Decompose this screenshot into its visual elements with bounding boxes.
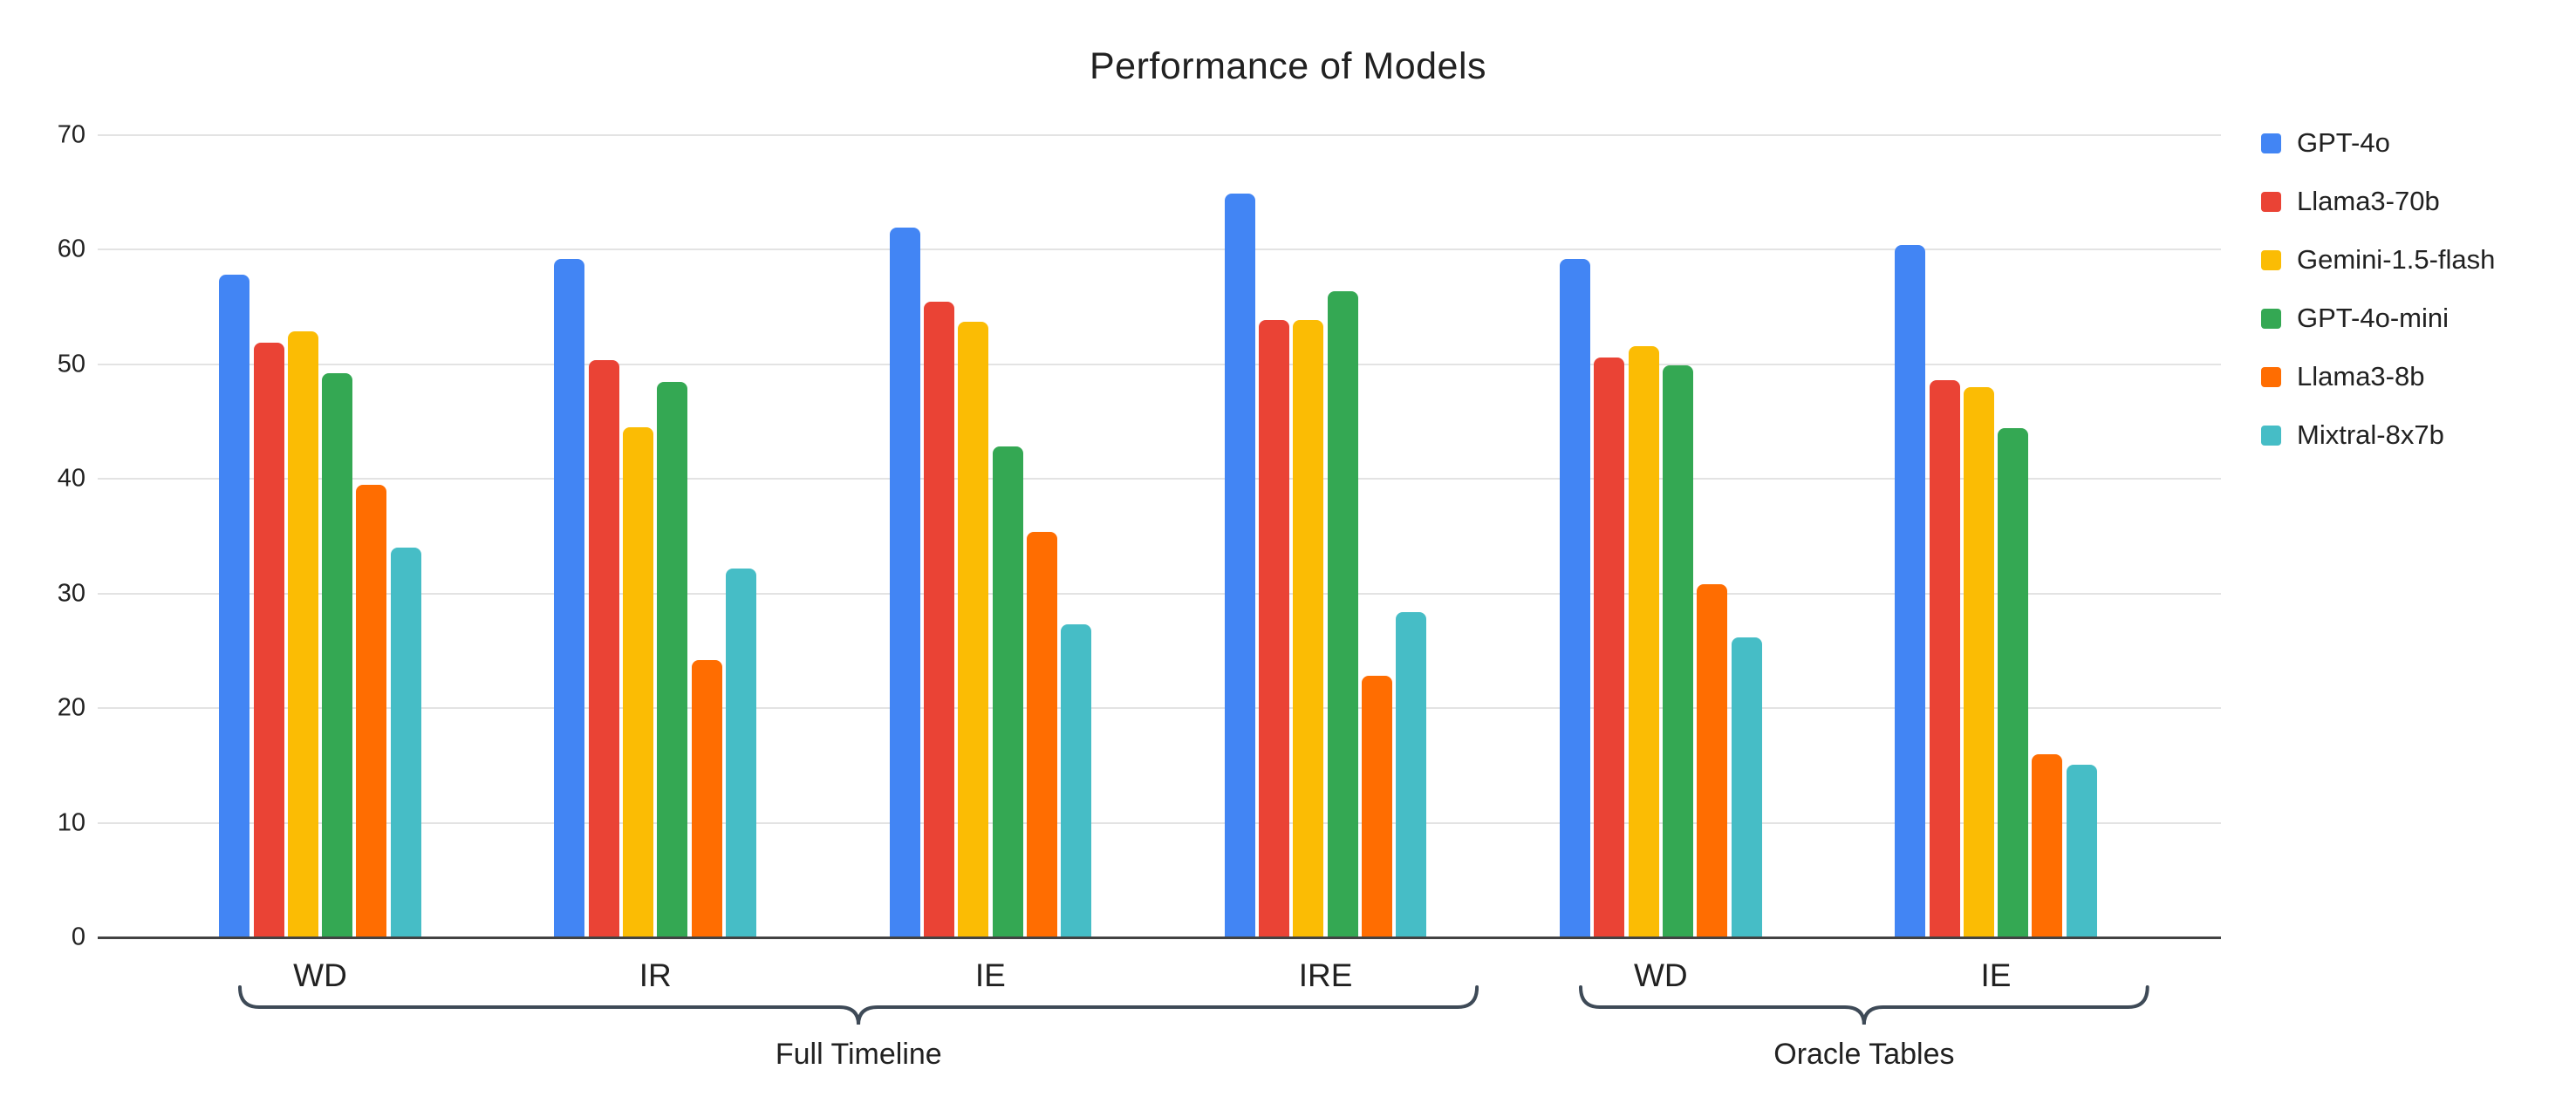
x-category-label: IE	[974, 957, 1006, 993]
x-category-label: IR	[639, 957, 672, 993]
bar-Llama3-8b-IE-2	[1026, 531, 1057, 937]
bar-Llama3-70b-WD-0	[253, 342, 284, 937]
bar-Mixtral-8x7b-IE-5	[2066, 764, 2097, 937]
gridline	[98, 592, 2221, 595]
bar-GPT-4o-mini-IRE-3	[1327, 290, 1358, 937]
bar-Mixtral-8x7b-IRE-3	[1396, 611, 1427, 937]
gridline	[98, 134, 2221, 136]
bar-Gemini-1.5-flash-IRE-3	[1293, 319, 1324, 937]
y-axis-tick-label: 10	[57, 808, 85, 837]
bar-Mixtral-8x7b-WD-0	[390, 548, 421, 937]
bar-Gemini-1.5-flash-IR-1	[623, 427, 654, 937]
legend-item-Llama3-70b: Llama3-70b	[2261, 186, 2495, 217]
legend-swatch-icon	[2261, 249, 2281, 270]
bar-Llama3-8b-WD-0	[356, 484, 387, 937]
bar-Gemini-1.5-flash-WD-0	[287, 330, 318, 937]
x-category-label: IRE	[1298, 957, 1353, 993]
legend-swatch-icon	[2261, 191, 2281, 212]
bar-Llama3-70b-IE-2	[923, 301, 954, 937]
legend-swatch-icon	[2261, 308, 2281, 329]
x-category-label: WD	[293, 957, 347, 993]
x-axis-baseline	[98, 937, 2221, 939]
legend-label: Llama3-70b	[2297, 186, 2440, 216]
bar-Llama3-8b-IE-5	[2032, 753, 2063, 937]
bar-Llama3-8b-IRE-3	[1362, 676, 1393, 937]
legend: GPT-4o Llama3-70b Gemini-1.5-flash GPT-4o-m…	[2261, 127, 2495, 478]
legend-item-Llama3-8b: Llama3-8b	[2261, 361, 2495, 392]
y-axis-tick-label: 30	[57, 579, 85, 608]
gridline	[98, 478, 2221, 480]
bar-GPT-4o-mini-WD-0	[322, 373, 353, 937]
gridline	[98, 707, 2221, 710]
bar-GPT-4o-IE-2	[889, 228, 920, 937]
bar-GPT-4o-mini-WD-4	[1662, 365, 1693, 937]
legend-swatch-icon	[2261, 425, 2281, 446]
bar-GPT-4o-mini-IR-1	[657, 381, 688, 937]
y-axis-tick-label: 50	[57, 350, 85, 378]
legend-item-Mixtral-8x7b: Mixtral-8x7b	[2261, 419, 2495, 451]
legend-swatch-icon	[2261, 133, 2281, 153]
y-axis-tick-label: 40	[57, 464, 85, 493]
bar-Gemini-1.5-flash-IE-2	[958, 322, 989, 937]
bar-Llama3-8b-IR-1	[691, 659, 722, 937]
gridline	[98, 821, 2221, 824]
legend-label: GPT-4o-mini	[2297, 303, 2449, 333]
curly-brace-icon	[1579, 985, 2149, 1025]
bar-GPT-4o-mini-IE-5	[1998, 428, 2029, 937]
bar-Llama3-70b-IR-1	[588, 359, 619, 937]
curly-brace-icon	[238, 985, 1479, 1025]
legend-swatch-icon	[2261, 366, 2281, 387]
y-axis-tick-label: 20	[57, 693, 85, 722]
group-label: Full Timeline	[775, 1038, 942, 1071]
bar-Llama3-8b-WD-4	[1697, 584, 1728, 937]
legend-label: Gemini-1.5-flash	[2297, 244, 2496, 275]
bar-GPT-4o-IR-1	[554, 258, 585, 937]
x-category-label: IE	[1980, 957, 2012, 993]
legend-item-Gemini-1.5-flash: Gemini-1.5-flash	[2261, 244, 2495, 276]
legend-label: Llama3-8b	[2297, 361, 2425, 392]
bar-GPT-4o-WD-4	[1560, 258, 1591, 937]
bar-Llama3-70b-IRE-3	[1259, 319, 1290, 937]
x-category-label: WD	[1633, 957, 1688, 993]
legend-item-GPT-4o-mini: GPT-4o-mini	[2261, 303, 2495, 334]
bar-Gemini-1.5-flash-IE-5	[1963, 387, 1994, 937]
bar-GPT-4o-IRE-3	[1224, 194, 1255, 937]
gridline	[98, 363, 2221, 365]
bar-Mixtral-8x7b-IR-1	[725, 568, 756, 937]
y-axis-tick-label: 60	[57, 235, 85, 263]
bar-Gemini-1.5-flash-WD-4	[1628, 345, 1659, 937]
bar-GPT-4o-mini-IE-2	[992, 446, 1023, 937]
bar-Llama3-70b-IE-5	[1929, 380, 1960, 937]
bar-GPT-4o-WD-0	[219, 275, 250, 937]
legend-label: Mixtral-8x7b	[2297, 419, 2444, 450]
group-label: Oracle Tables	[1773, 1038, 1955, 1071]
legend-item-GPT-4o: GPT-4o	[2261, 127, 2495, 159]
y-axis-tick-label: 0	[71, 923, 85, 951]
legend-label: GPT-4o	[2297, 127, 2390, 158]
y-axis-tick-label: 70	[57, 120, 85, 149]
bar-Mixtral-8x7b-WD-4	[1731, 637, 1762, 937]
bar-GPT-4o-IE-5	[1895, 245, 1926, 937]
bar-Llama3-70b-WD-4	[1594, 357, 1625, 937]
chart-title: Performance of Models	[1089, 45, 1487, 87]
bar-Mixtral-8x7b-IE-2	[1061, 624, 1092, 937]
gridline	[98, 249, 2221, 251]
